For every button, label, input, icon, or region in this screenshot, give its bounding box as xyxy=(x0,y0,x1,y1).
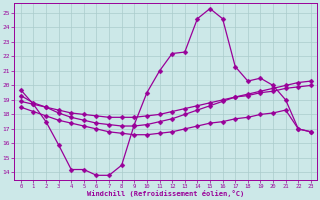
X-axis label: Windchill (Refroidissement éolien,°C): Windchill (Refroidissement éolien,°C) xyxy=(87,190,244,197)
